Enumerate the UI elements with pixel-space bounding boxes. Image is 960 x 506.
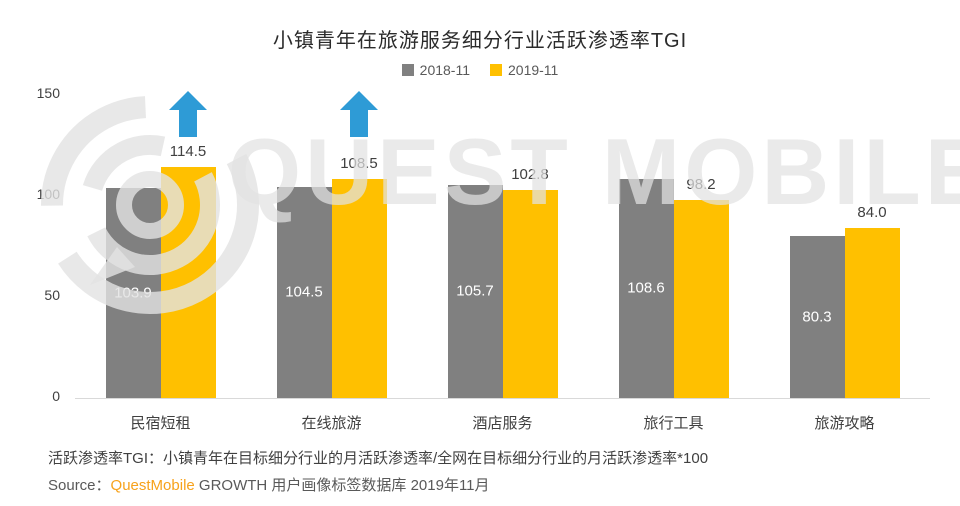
legend-swatch-gray xyxy=(401,64,414,76)
category-label: 在线旅游 xyxy=(301,415,362,432)
source-brand: QuestMobile xyxy=(110,477,195,494)
category-label: 旅行工具 xyxy=(643,415,704,432)
legend-swatch-yellow xyxy=(490,64,502,76)
category-label: 民宿短租 xyxy=(130,415,191,432)
bar-value-label: 104.5 xyxy=(285,283,323,301)
bar-2018-11: 108.6 xyxy=(618,178,674,398)
bar-2019-11: 98.2 xyxy=(673,176,729,398)
bar-2018-11: 104.5 xyxy=(276,186,332,398)
footnote: 活跃渗透率TGI：小镇青年在目标细分行业的月活跃渗透率/全网在目标细分行业的月活… xyxy=(48,450,709,467)
bar-2019-11: 108.5 xyxy=(331,155,387,398)
legend-item-2019-11: 2019-11 xyxy=(490,62,558,78)
bar-group: 105.7 102.8 酒店服务 xyxy=(447,95,558,432)
bar-2019-11: 102.8 xyxy=(502,166,558,398)
bar-value-label: 102.8 xyxy=(511,166,549,184)
legend: 2018-11 2019-11 xyxy=(0,62,960,78)
category-label: 酒店服务 xyxy=(472,415,533,432)
legend-item-2018-11: 2018-11 xyxy=(401,62,470,78)
legend-label-2019-11: 2019-11 xyxy=(508,62,559,78)
plot-area: 103.9 114.5 民宿短租 104.5 108.5 在线旅游 105.7 102.8 酒店… xyxy=(75,91,930,432)
bar-2018-11: 105.7 xyxy=(447,184,503,398)
up-arrow-icon xyxy=(340,91,378,137)
source-rest: GROWTH 用户画像标签数据库 2019年11月 xyxy=(194,477,490,494)
bar-group: 104.5 108.5 在线旅游 xyxy=(276,91,387,432)
bar-value-label: 105.7 xyxy=(456,282,494,300)
bar-2018-11: 80.3 xyxy=(789,235,845,398)
bar-2018-11: 103.9 xyxy=(105,188,161,398)
bar-2019-11: 114.5 xyxy=(160,143,216,398)
bar-value-label: 103.9 xyxy=(114,284,152,302)
category-label: 旅游攻略 xyxy=(814,415,875,432)
bar-value-label: 108.6 xyxy=(627,279,665,297)
bar-group: 80.3 84.0 旅游攻略 xyxy=(789,95,900,432)
bar-value-label: 84.0 xyxy=(857,204,887,222)
source-line: Source：QuestMobile GROWTH 用户画像标签数据库 2019… xyxy=(48,474,490,495)
y-tick-label: 50 xyxy=(44,287,60,303)
bar-2019-11: 84.0 xyxy=(844,204,900,398)
bar-value-label: 108.5 xyxy=(340,154,378,172)
source-prefix: Source： xyxy=(48,477,111,494)
bar-group: 108.6 98.2 旅行工具 xyxy=(618,95,729,432)
chart-title: 小镇青年在旅游服务细分行业活跃渗透率TGI xyxy=(272,30,688,52)
bar-group: 103.9 114.5 民宿短租 xyxy=(105,91,216,432)
bar-value-label: 114.5 xyxy=(169,142,207,160)
bar-value-label: 80.3 xyxy=(802,308,832,326)
y-tick-label: 0 xyxy=(52,388,60,404)
y-tick-label: 150 xyxy=(36,85,60,101)
bar-value-label: 98.2 xyxy=(686,175,716,193)
y-tick-label: 100 xyxy=(36,186,60,202)
up-arrow-icon xyxy=(169,91,207,137)
legend-label-2018-11: 2018-11 xyxy=(419,62,470,78)
